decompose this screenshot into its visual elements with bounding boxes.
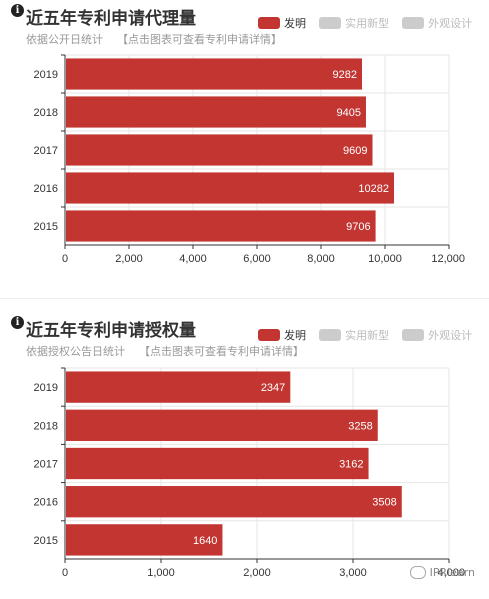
- legend-label: 外观设计: [428, 328, 473, 342]
- x-tick-label: 1,000: [147, 567, 175, 579]
- y-tick-label-2019: 2019: [34, 69, 58, 81]
- x-tick-label: 2,000: [115, 253, 143, 265]
- legend-item-utility[interactable]: 实用新型: [319, 15, 389, 31]
- y-tick-label-2017: 2017: [34, 145, 58, 157]
- x-tick-label: 4,000: [437, 567, 465, 579]
- x-tick-label: 12,000: [431, 253, 465, 265]
- bar-2019[interactable]: [66, 58, 363, 90]
- legend-swatch: [319, 328, 342, 341]
- subtitle-text: 依据授权公告日统计: [26, 345, 125, 358]
- x-tick-label: 6,000: [243, 253, 271, 265]
- bar-2016[interactable]: [66, 172, 395, 204]
- x-tick-label: 3,000: [339, 567, 367, 579]
- legend-swatch: [402, 328, 425, 341]
- watermark-text: IPRlearn: [429, 565, 475, 579]
- bar-2017[interactable]: [66, 447, 369, 480]
- x-tick-label: 0: [62, 253, 68, 265]
- info-icon[interactable]: i: [11, 316, 24, 329]
- subtitle-text: 依据公开日统计: [26, 33, 103, 46]
- legend-swatch: [258, 16, 280, 29]
- y-tick-label-2015: 2015: [34, 221, 58, 233]
- legend-label: 发明: [284, 16, 306, 30]
- data-label-2018: 9405: [336, 107, 360, 119]
- legend-label: 实用新型: [345, 328, 390, 342]
- bar-2017[interactable]: [66, 134, 373, 166]
- bar-2016[interactable]: [66, 486, 402, 518]
- legend-item-invention[interactable]: 发明: [258, 15, 306, 31]
- legend-item-invention[interactable]: 发明: [258, 327, 306, 343]
- legend-swatch: [258, 328, 280, 341]
- chart-title: 近五年专利申请授权量: [26, 321, 196, 341]
- panel-divider: [0, 298, 489, 299]
- y-tick-label-2019: 2019: [34, 382, 58, 394]
- legend-item-design[interactable]: 外观设计: [402, 15, 472, 31]
- x-tick-label: 0: [62, 567, 68, 579]
- bar-2019[interactable]: [66, 371, 291, 403]
- chart-subtitle: 依据公开日统计 【点击图表可查看专利申请详情】: [26, 31, 282, 47]
- legend-swatch: [319, 16, 342, 29]
- bar-2018[interactable]: [66, 96, 366, 128]
- data-label-2016: 3508: [372, 497, 396, 509]
- x-tick-label: 8,000: [307, 253, 335, 265]
- legend-swatch: [402, 16, 425, 29]
- legend-label: 发明: [284, 328, 306, 342]
- legend-label: 实用新型: [345, 16, 390, 30]
- chart-subtitle: 依据授权公告日统计 【点击图表可查看专利申请详情】: [26, 343, 304, 359]
- bar-chart-agency[interactable]: 9282 2019 9405 2018 9609 2017 10282 2016 9706 201…: [0, 0, 489, 290]
- bar-2015[interactable]: [66, 524, 223, 556]
- legend-item-utility[interactable]: 实用新型: [319, 327, 389, 343]
- chart-panel-granted: i 近五年专利申请授权量 依据授权公告日统计 【点击图表可查看专利申请详情】 发明…: [0, 312, 489, 599]
- data-label-2019: 9282: [333, 69, 357, 81]
- y-tick-label-2016: 2016: [34, 497, 58, 509]
- bar-2018[interactable]: [66, 409, 378, 441]
- y-tick-label-2017: 2017: [34, 459, 58, 471]
- watermark: IPRlearn: [409, 565, 475, 579]
- x-tick-label: 10,000: [368, 253, 402, 265]
- x-tick-label: 4,000: [179, 253, 207, 265]
- bar-2015[interactable]: [66, 210, 376, 242]
- y-tick-label-2018: 2018: [34, 107, 58, 119]
- data-label-2019: 2347: [261, 382, 285, 394]
- y-tick-label-2018: 2018: [34, 420, 58, 432]
- x-tick-label: 2,000: [243, 567, 271, 579]
- info-icon[interactable]: i: [11, 4, 24, 17]
- bar-chart-granted[interactable]: 2347 2019 3258 2018 3162 2017 3508 2016 1640 2015…: [0, 312, 489, 599]
- legend: 发明 实用新型 外观设计: [258, 12, 480, 31]
- data-label-2016: 10282: [358, 183, 389, 195]
- chart-title: 近五年专利申请代理量: [26, 9, 196, 29]
- chart-panel-agency: i 近五年专利申请代理量 依据公开日统计 【点击图表可查看专利申请详情】 发明 实…: [0, 0, 489, 290]
- detail-link[interactable]: 【点击图表可查看专利申请详情】: [117, 33, 282, 46]
- legend-item-design[interactable]: 外观设计: [402, 327, 472, 343]
- legend-label: 外观设计: [428, 16, 473, 30]
- data-label-2017: 9609: [343, 145, 367, 157]
- data-label-2015: 1640: [193, 535, 217, 547]
- data-label-2015: 9706: [346, 221, 370, 233]
- y-tick-label-2016: 2016: [34, 183, 58, 195]
- wechat-icon: [409, 566, 426, 579]
- y-tick-label-2015: 2015: [34, 535, 58, 547]
- data-label-2017: 3162: [339, 459, 363, 471]
- detail-link[interactable]: 【点击图表可查看专利申请详情】: [139, 345, 304, 358]
- data-label-2018: 3258: [348, 420, 372, 432]
- legend: 发明 实用新型 外观设计: [258, 324, 480, 343]
